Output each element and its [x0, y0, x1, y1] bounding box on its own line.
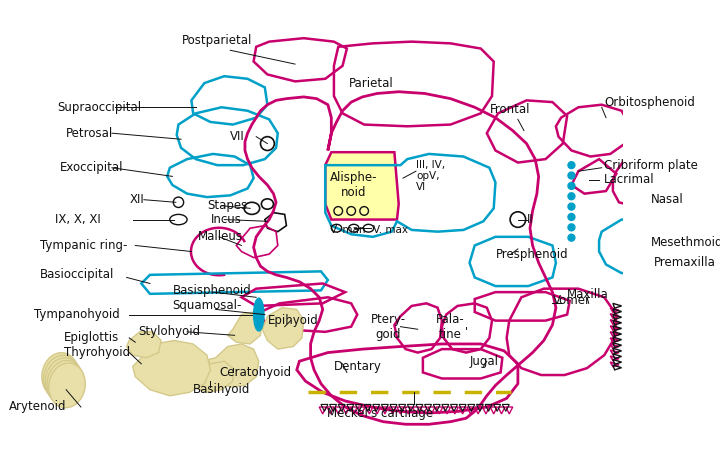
Text: Petrosal: Petrosal [66, 127, 114, 140]
Text: Lacrimal: Lacrimal [604, 174, 655, 186]
Polygon shape [262, 308, 304, 349]
Text: Squamosal-: Squamosal- [172, 299, 242, 313]
Text: V. max: V. max [373, 225, 408, 235]
Ellipse shape [45, 358, 82, 403]
Text: Dentary: Dentary [334, 360, 382, 373]
Text: Jugal: Jugal [469, 355, 498, 368]
Text: V. man: V. man [330, 225, 365, 235]
Circle shape [568, 182, 575, 189]
Text: Alisphe-
noid: Alisphe- noid [330, 171, 377, 199]
Text: Ceratohyoid: Ceratohyoid [219, 366, 291, 379]
Text: Supraoccipital-: Supraoccipital- [58, 101, 146, 114]
Text: IX, X, XI: IX, X, XI [55, 213, 101, 226]
Text: Basisphenoid: Basisphenoid [172, 284, 251, 297]
Ellipse shape [44, 355, 80, 400]
Text: Arytenoid: Arytenoid [9, 401, 66, 414]
Text: II: II [526, 213, 534, 226]
Text: Tympanic ring-: Tympanic ring- [40, 239, 127, 252]
Polygon shape [209, 344, 258, 387]
Text: Basioccipital: Basioccipital [40, 269, 114, 281]
Circle shape [568, 193, 575, 200]
Polygon shape [132, 341, 210, 396]
Circle shape [568, 234, 575, 241]
Circle shape [568, 224, 575, 231]
Ellipse shape [47, 360, 84, 405]
Text: Orbitosphenoid: Orbitosphenoid [604, 95, 695, 109]
Text: Cribriform plate: Cribriform plate [604, 159, 698, 172]
Circle shape [568, 213, 575, 220]
Text: VI: VI [416, 182, 426, 192]
Text: Epihyoid: Epihyoid [267, 314, 318, 327]
Circle shape [568, 203, 575, 210]
Ellipse shape [253, 298, 264, 331]
Text: Thyrohyoid: Thyrohyoid [63, 346, 130, 359]
Circle shape [568, 162, 575, 168]
Polygon shape [228, 312, 262, 344]
Text: Tympanohyoid: Tympanohyoid [35, 308, 120, 321]
Text: Vomer: Vomer [552, 294, 590, 307]
Text: Stapes: Stapes [207, 199, 247, 212]
Polygon shape [127, 332, 161, 358]
Polygon shape [187, 361, 233, 392]
Text: Presphenoid: Presphenoid [495, 247, 568, 261]
Ellipse shape [49, 363, 85, 408]
Polygon shape [325, 152, 399, 219]
Text: Malleus: Malleus [198, 230, 243, 243]
Text: opV,: opV, [416, 171, 439, 181]
Circle shape [568, 172, 575, 179]
Text: Mesethmoid: Mesethmoid [651, 236, 720, 249]
Text: XII: XII [129, 193, 144, 206]
Text: Nasal: Nasal [651, 193, 684, 206]
Text: Frontal: Frontal [490, 102, 530, 116]
Text: Meckel's cartilage: Meckel's cartilage [327, 407, 433, 420]
Ellipse shape [42, 353, 78, 397]
Text: Incus: Incus [210, 213, 241, 226]
Text: Premaxilla: Premaxilla [654, 256, 716, 269]
Text: Exoccipital: Exoccipital [60, 161, 124, 174]
Text: Postparietal: Postparietal [182, 34, 253, 47]
Text: Epiglottis: Epiglottis [63, 331, 119, 344]
Text: Pala-
tine: Pala- tine [436, 313, 465, 341]
Text: Ptery-
goid: Ptery- goid [371, 313, 406, 341]
Text: III, IV,: III, IV, [416, 160, 445, 170]
Text: Parietal: Parietal [348, 77, 393, 90]
Text: Stylohyoid: Stylohyoid [138, 325, 200, 338]
Text: Basihyoid: Basihyoid [193, 383, 251, 396]
Text: VII: VII [230, 130, 245, 143]
Text: Maxilla: Maxilla [567, 288, 609, 301]
